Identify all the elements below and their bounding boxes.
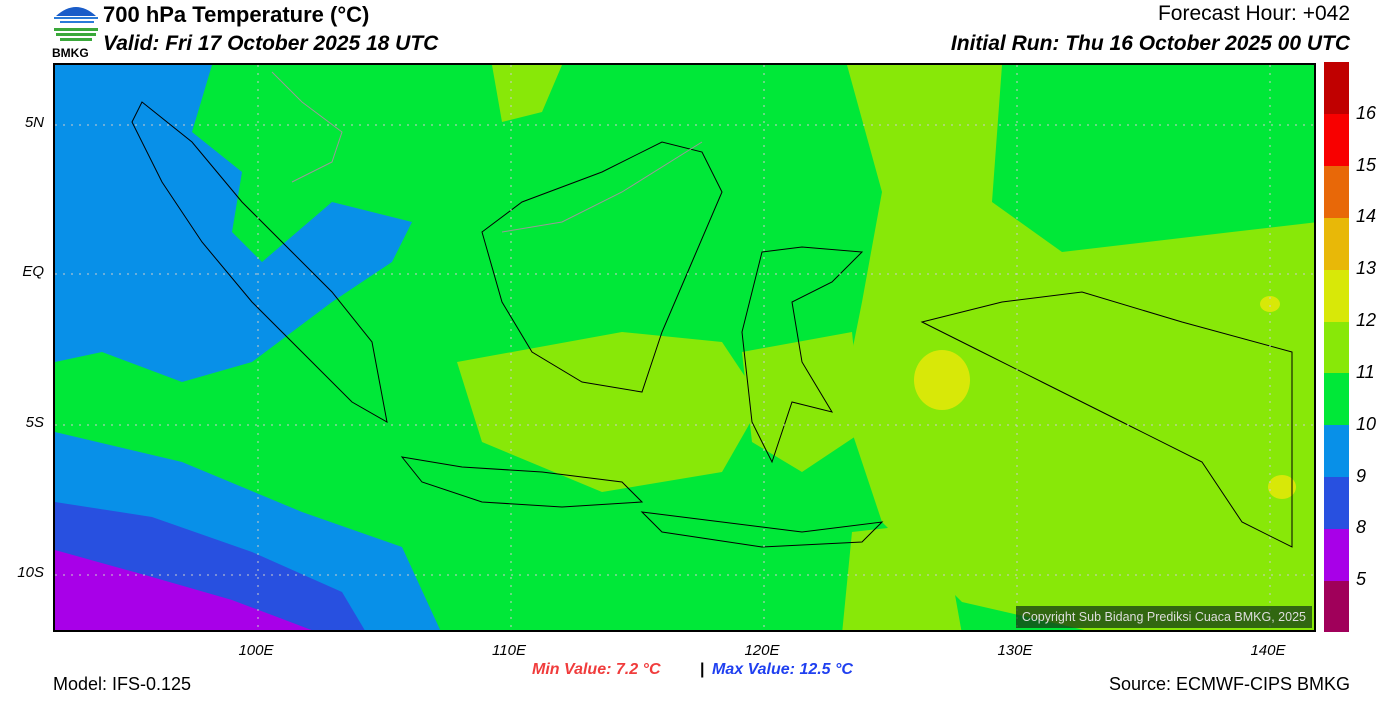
logo-text: BMKG [52, 46, 89, 60]
colorbar-label: 8 [1356, 517, 1367, 538]
colorbar-segment [1324, 62, 1349, 115]
colorbar-label: 13 [1356, 258, 1377, 279]
colorbar-segment [1324, 528, 1349, 581]
colorbar-label: 16 [1356, 102, 1377, 123]
initial-run: Initial Run: Thu 16 October 2025 00 UTC [950, 32, 1350, 55]
colorbar-segment [1324, 372, 1349, 426]
forecast-hour: Forecast Hour: +042 [1157, 2, 1350, 25]
colorbar-segment [1324, 113, 1349, 167]
colorbar-label: 12 [1356, 310, 1377, 331]
colorbar-segment [1324, 424, 1349, 478]
colorbar-segment [1324, 269, 1349, 322]
min-value: Min Value: 7.2 °C [532, 661, 661, 678]
max-value: Max Value: 12.5 °C [712, 661, 853, 678]
bmkg-logo: BMKG [52, 2, 100, 60]
colorbar-segment [1324, 580, 1349, 633]
colorbar-segment [1324, 476, 1349, 529]
colorbar-segment [1324, 165, 1349, 218]
lat-tick: 10S [17, 564, 44, 581]
colorbar-segment [1324, 217, 1349, 270]
map-title: 700 hPa Temperature (°C) [103, 2, 370, 27]
lon-tick: 120E [744, 642, 780, 659]
colorbar-label: 11 [1356, 361, 1375, 382]
lon-tick: 110E [492, 642, 526, 659]
colorbar-label: 14 [1356, 206, 1377, 227]
colorbar-segment [1324, 321, 1349, 374]
model-label: Model: IFS-0.125 [53, 674, 192, 694]
colorbar-label: 10 [1356, 413, 1377, 434]
source-label: Source: ECMWF-CIPS BMKG [1108, 674, 1350, 694]
copyright-text: Copyright Sub Bidang Prediksi Cuaca BMKG… [1015, 606, 1312, 628]
lat-tick: EQ [22, 263, 44, 280]
colorbar-label: 9 [1356, 465, 1367, 486]
lon-tick: 140E [1250, 642, 1286, 659]
lat-tick: 5N [24, 114, 44, 131]
temperature-field [55, 65, 1314, 630]
colorbar-label: 5 [1356, 569, 1367, 590]
lon-tick: 100E [238, 642, 274, 659]
valid-time: Valid: Fri 17 October 2025 18 UTC [103, 32, 439, 55]
lat-tick: 5S [25, 414, 44, 431]
separator: | [700, 661, 705, 678]
lon-tick: 130E [997, 642, 1033, 659]
temperature-map[interactable]: Copyright Sub Bidang Prediksi Cuaca BMKG… [53, 63, 1316, 632]
colorbar-label: 15 [1356, 154, 1377, 175]
